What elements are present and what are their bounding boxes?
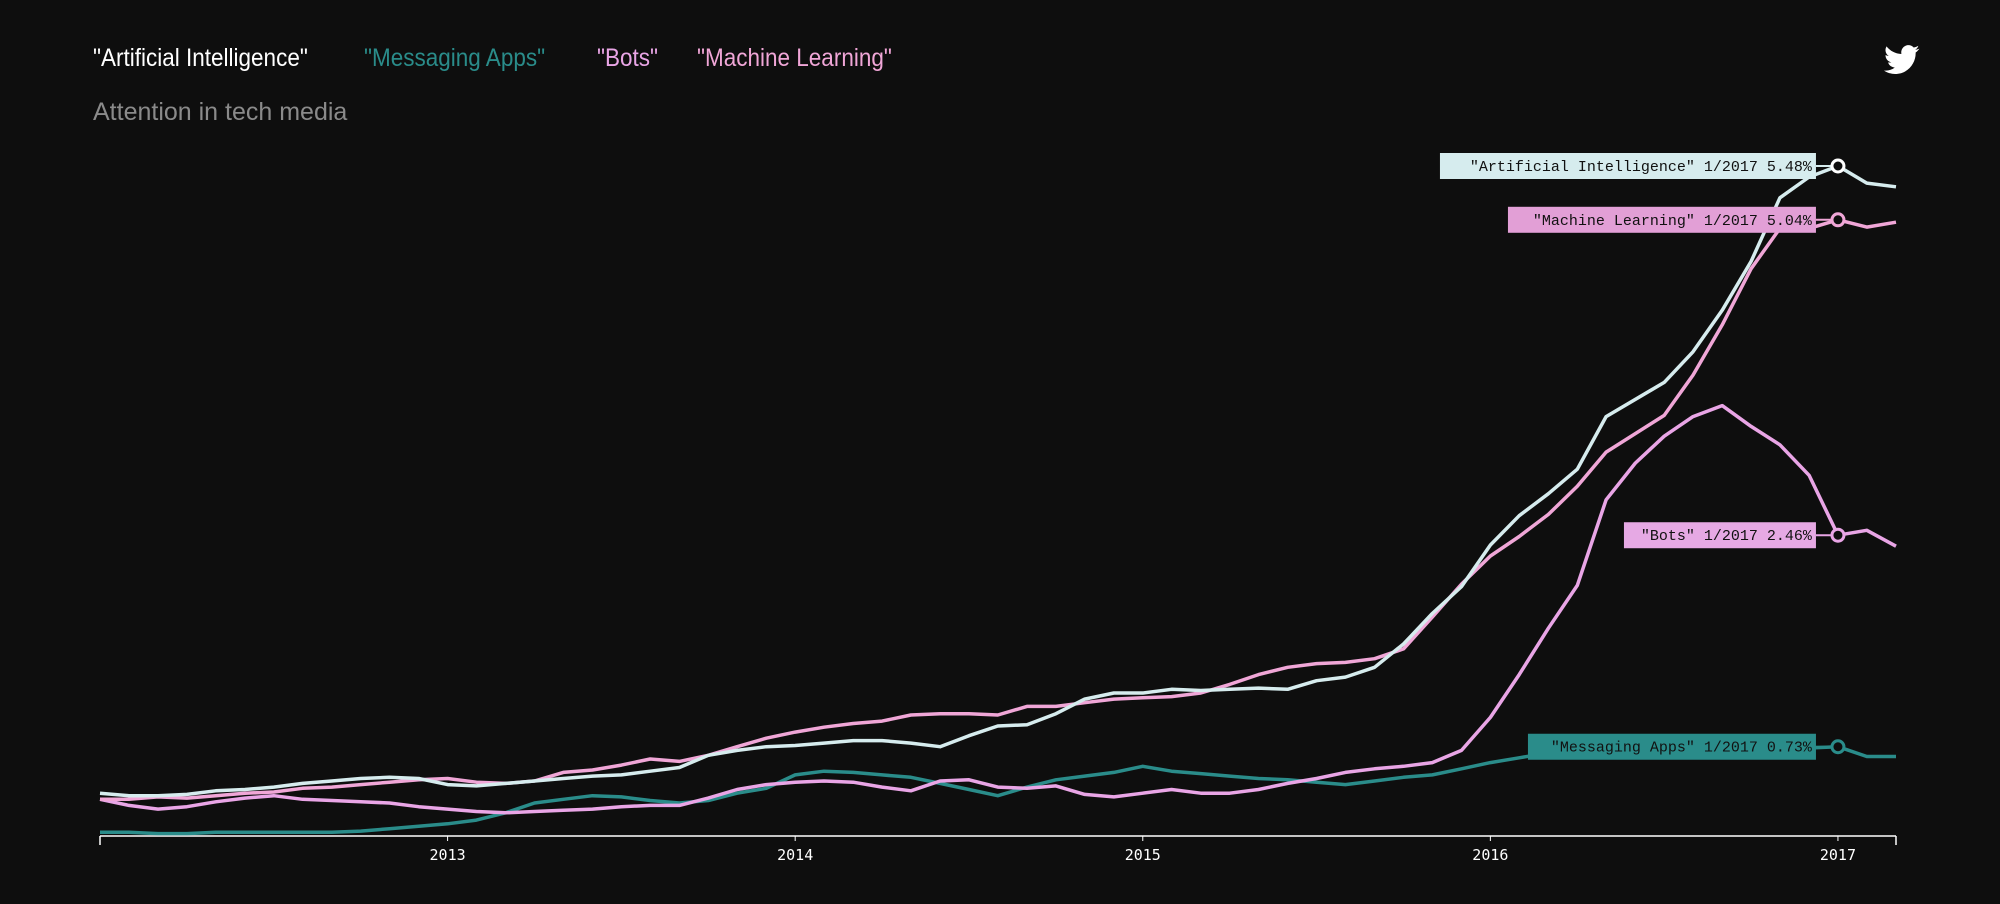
data-point-marker[interactable]: [1830, 158, 1846, 174]
callout-box: [1439, 153, 1816, 179]
callout-label: "Bots" 1/2017 2.46%: [1641, 528, 1813, 545]
callout-box: [1623, 522, 1816, 549]
legend-entry[interactable]: "Messaging Apps": [363, 44, 545, 72]
legend-entry[interactable]: "Artificial Intelligence": [93, 44, 308, 72]
callout-label: "Artificial Intelligence" 1/2017 5.48%: [1470, 159, 1813, 176]
callout-label: "Machine Learning" 1/2017 5.04%: [1533, 213, 1813, 230]
twitter-icon[interactable]: [1884, 44, 1920, 76]
data-point-marker[interactable]: [1830, 212, 1846, 228]
callout-label: "Messaging Apps" 1/2017 0.73%: [1551, 740, 1813, 757]
chart-subtitle: Attention in tech media: [93, 98, 348, 126]
series-line: [99, 164, 1897, 798]
series-line: [99, 403, 1897, 815]
callout-box: [1507, 206, 1816, 233]
data-point-marker[interactable]: [1830, 527, 1846, 543]
legend-entry[interactable]: "Machine Learning": [696, 44, 892, 72]
callout-box: [1527, 733, 1816, 760]
x-tick-label: 2015: [1125, 846, 1161, 864]
legend-entry[interactable]: "Bots": [596, 44, 658, 72]
x-tick-label: 2014: [777, 846, 813, 864]
chart-legend: "Artificial Intelligence" "Messaging Apps…: [93, 44, 913, 73]
series-line: [100, 218, 1897, 802]
data-point-marker[interactable]: [1830, 739, 1846, 755]
x-tick-label: 2017: [1820, 846, 1856, 864]
x-tick-label: 2013: [430, 846, 466, 864]
x-tick-label: 2016: [1472, 846, 1508, 864]
